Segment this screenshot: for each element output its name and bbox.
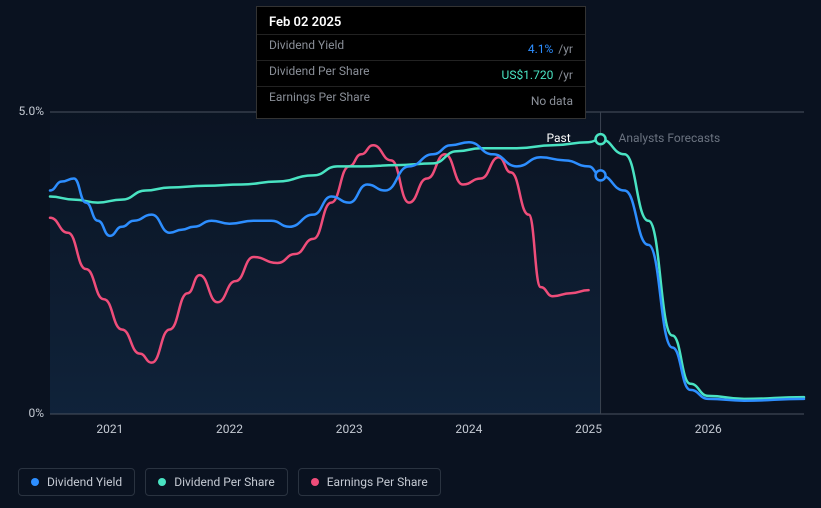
legend-dot [311,478,319,486]
legend-label: Earnings Per Share [327,475,428,489]
tooltip-row-label: Earnings Per Share [269,90,370,109]
tooltip-date: Feb 02 2025 [257,13,585,34]
past-shade [50,112,601,414]
legend-dot [158,478,166,486]
legend-item-dividend-per-share[interactable]: Dividend Per Share [145,468,288,496]
annotation-analysts-forecasts: Analysts Forecasts [618,131,720,145]
tooltip-row-unit: /yr [555,68,573,82]
tooltip-row-label: Dividend Per Share [269,64,370,83]
x-tick-label: 2022 [216,422,243,436]
x-tick-label: 2026 [695,422,722,436]
x-tick-label: 2021 [96,422,123,436]
marker [596,170,606,180]
legend-item-earnings-per-share[interactable]: Earnings Per Share [298,468,441,496]
tooltip-row-value: US$1.720 [502,68,554,82]
legend: Dividend Yield Dividend Per Share Earnings… [18,468,441,496]
legend-dot [31,478,39,486]
tooltip: Feb 02 2025 Dividend Yield4.1% /yrDivide… [256,6,586,119]
tooltip-row-value: No data [531,94,573,108]
x-tick-label: 2024 [455,422,482,436]
tooltip-row-value: 4.1% [528,42,553,56]
tooltip-row-unit: /yr [555,42,573,56]
y-tick-label: 5.0% [19,104,44,118]
legend-item-dividend-yield[interactable]: Dividend Yield [18,468,135,496]
tooltip-row-label: Dividend Yield [269,38,344,57]
x-tick-label: 2025 [575,422,602,436]
tooltip-row: Dividend Per Share US$1.720 /yr [257,60,585,86]
marker [596,134,606,144]
x-tick-label: 2023 [336,422,363,436]
y-tick-label: 0% [28,406,44,420]
tooltip-row: Earnings Per Share No data [257,86,585,112]
annotation-past: Past [546,131,570,145]
tooltip-row: Dividend Yield 4.1% /yr [257,34,585,60]
legend-label: Dividend Per Share [174,475,275,489]
legend-label: Dividend Yield [47,475,122,489]
